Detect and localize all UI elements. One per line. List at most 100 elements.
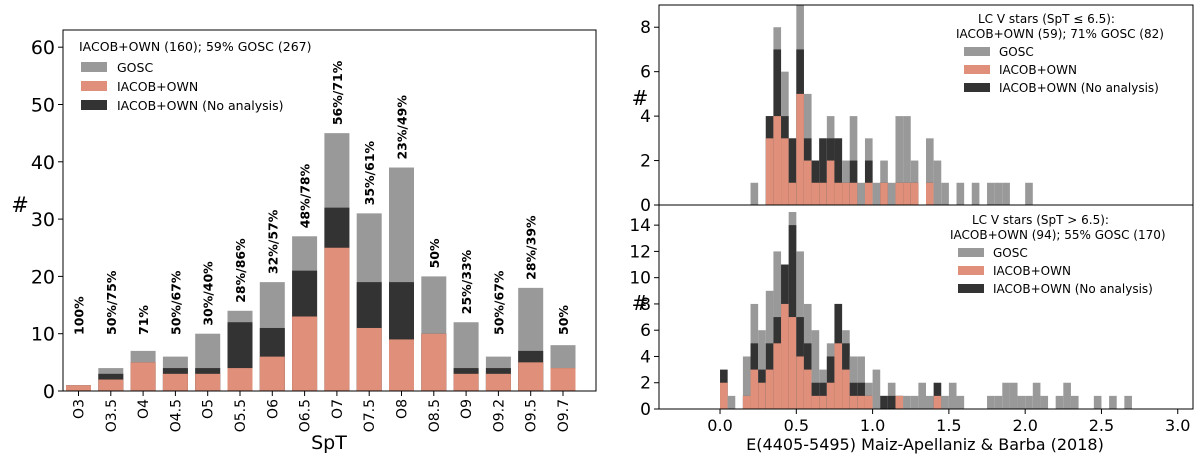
bar-iacob-own — [356, 327, 382, 391]
left-chart: 100% 50%/75% 71% 50%/67% 30%/40% 28%/86% 32%/5… — [11, 29, 597, 454]
y-tick-label: 6 — [640, 321, 651, 341]
hist-bar-iacob-own — [819, 395, 827, 409]
legend-label: IACOB+OWN — [117, 79, 198, 94]
bar-iacob-own — [518, 362, 544, 391]
right-top-y-ticks: 0 2 4 6 8 — [640, 18, 659, 216]
left-x-ticks: O3 O3.5 O4 O4.5 O5 O5.5 O6 O6.5 O7 O7.5 O8 O8.5 O9 O9… — [72, 391, 572, 432]
hist-bar-no-analysis — [819, 138, 827, 205]
x-tick-label: O8.5 — [427, 399, 443, 432]
hist-bar-iacob-own — [750, 369, 759, 409]
legend-swatch — [958, 248, 984, 257]
hist-bar-gosc — [727, 395, 736, 409]
hist-bar-gosc — [750, 182, 759, 205]
left-percent-labels: 100% 50%/75% 71% 50%/67% 30%/40% 28%/86% 32%/5… — [72, 60, 572, 335]
left-x-axis-label: SpT — [311, 432, 347, 454]
hist-bar-gosc — [1009, 382, 1018, 409]
x-tick-label: 1.0 — [860, 416, 885, 435]
hist-bar-iacob-own — [758, 382, 766, 409]
bar-iacob-own — [292, 316, 318, 391]
hist-bar-no-analysis — [887, 395, 896, 409]
percent-label: 50%/67% — [491, 270, 506, 335]
bar-iacob-own — [130, 362, 156, 391]
hist-bar-gosc — [1093, 395, 1102, 409]
hist-bar-no-analysis — [880, 395, 888, 409]
y-tick-label: 0 — [640, 196, 651, 216]
hist-bar-iacob-own — [864, 395, 873, 409]
hist-bar-iacob-own — [933, 395, 942, 409]
hist-bar-gosc — [994, 395, 1003, 409]
hist-bar-gosc — [1025, 182, 1033, 205]
legend-label: IACOB+OWN — [999, 63, 1077, 77]
hist-bar-iacob-own — [895, 182, 904, 205]
legend-label: IACOB+OWN (No analysis) — [999, 81, 1159, 95]
right-bottom-y-axis-label: # — [632, 291, 649, 315]
y-tick-label: 50 — [31, 94, 55, 116]
hist-bar-gosc — [895, 116, 904, 205]
hist-bar-iacob-own — [849, 182, 858, 205]
x-tick-label: O6.5 — [298, 399, 314, 432]
hist-bar-iacob-own — [796, 93, 804, 205]
bar-iacob-own — [195, 373, 221, 391]
x-tick-label: O6 — [265, 399, 281, 419]
x-tick-label: 2.0 — [1012, 416, 1037, 435]
hist-bar-gosc — [1063, 382, 1071, 409]
hist-bar-iacob-own — [826, 382, 835, 409]
hist-bar-gosc — [811, 330, 820, 409]
hist-bar-gosc — [926, 138, 934, 205]
legend-swatch — [958, 284, 984, 293]
y-tick-label: 0 — [640, 400, 651, 420]
legend-label: IACOB+OWN (No analysis) — [993, 282, 1153, 296]
left-y-axis-label: # — [11, 193, 29, 217]
y-tick-label: 2 — [640, 374, 651, 394]
hist-bar-iacob-own — [781, 303, 789, 409]
y-tick-label: 40 — [31, 152, 55, 174]
hist-bar-iacob-own — [788, 182, 797, 205]
hist-bar-iacob-own — [773, 116, 782, 205]
x-tick-label: O7 — [330, 399, 346, 419]
hist-bar-gosc — [987, 395, 995, 409]
bar-iacob-own — [485, 373, 511, 391]
hist-bar-gosc — [1002, 382, 1010, 409]
legend-title: IACOB+OWN (59); 71% GOSC (82) — [956, 27, 1164, 41]
percent-label: 50% — [427, 238, 442, 268]
hist-bar-iacob-own — [781, 138, 789, 205]
hist-bar-gosc — [1017, 395, 1026, 409]
hist-bar-iacob-own — [880, 182, 888, 205]
right-top-y-axis-label: # — [632, 86, 649, 110]
x-tick-label: O7.5 — [362, 399, 378, 432]
right-bottom-chart: 0 2 4 6 8 10 12 14 0.0 0.5 1.0 1.5 2.0 2.5 3.0 # E(44… — [629, 204, 1194, 454]
legend-swatch — [964, 47, 990, 56]
bar-iacob-own — [227, 368, 253, 391]
hist-bar-iacob-own — [803, 160, 812, 205]
y-tick-label: 12 — [629, 242, 651, 262]
percent-label: 32%/57% — [265, 209, 280, 274]
right-bottom-x-axis-label: E(4405-5495) Maiz-Apellaniz & Barba (201… — [746, 435, 1104, 454]
hist-bar-gosc — [1055, 395, 1064, 409]
percent-label: 56%/71% — [330, 60, 345, 125]
percent-label: 50%/67% — [168, 270, 183, 335]
hist-bar-gosc — [1070, 395, 1079, 409]
hist-bar-iacob-own — [842, 369, 850, 409]
x-tick-label: 0.5 — [784, 416, 809, 435]
hist-bar-gosc — [1124, 395, 1132, 409]
right-bottom-plot-frame — [658, 204, 1194, 410]
right-bottom-x-ticks: 0.0 0.5 1.0 1.5 2.0 2.5 3.0 — [707, 409, 1190, 435]
legend-title: LC V stars (SpT > 6.5): — [972, 213, 1109, 227]
hist-bar-iacob-own — [742, 395, 751, 409]
hist-bar-gosc — [1002, 182, 1010, 205]
hist-bar-gosc — [948, 382, 957, 409]
percent-label: 28%/86% — [233, 238, 248, 303]
hist-bar-gosc — [887, 182, 896, 205]
x-tick-label: O9.2 — [491, 399, 507, 432]
hist-bar-gosc — [956, 182, 965, 205]
hist-bar-iacob-own — [811, 395, 820, 409]
left-legend: IACOB+OWN (160); 59% GOSC (267) GOSC IACOB… — [79, 39, 311, 113]
hist-bar-gosc — [994, 182, 1003, 205]
x-tick-label: O9.7 — [556, 399, 572, 432]
hist-bar-gosc — [941, 395, 949, 409]
hist-bar-gosc — [971, 182, 980, 205]
right-top-legend: LC V stars (SpT ≤ 6.5):IACOB+OWN (59); 7… — [956, 12, 1164, 95]
hist-bar-gosc — [933, 160, 942, 205]
